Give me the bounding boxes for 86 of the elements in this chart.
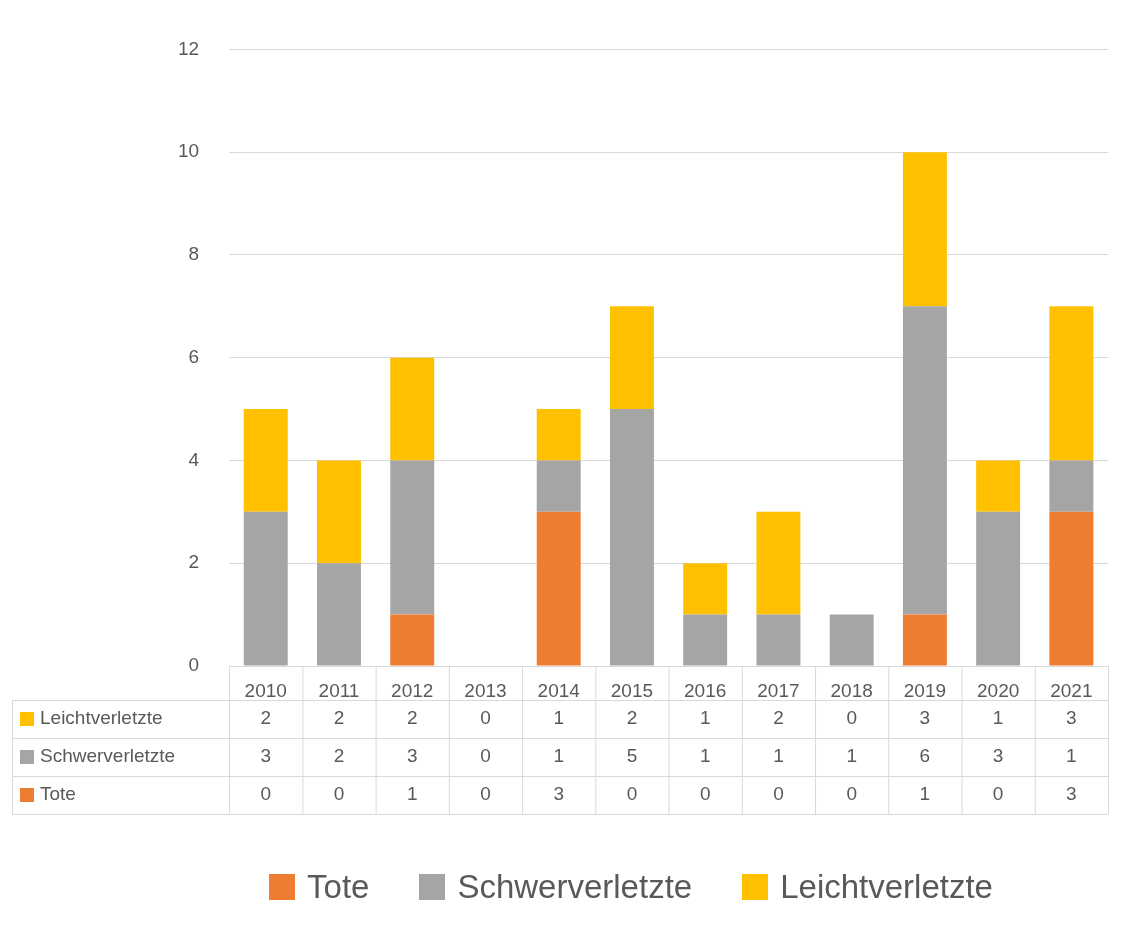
data-label: 1: [699, 745, 711, 767]
data-label: 1: [1066, 745, 1077, 767]
y-tick-label: 12: [177, 37, 200, 59]
data-label: 1: [992, 707, 1004, 729]
data-label: 0: [992, 783, 1004, 805]
y-tick-label: 6: [188, 345, 200, 367]
bar: [609, 306, 654, 410]
bar: [536, 511, 581, 666]
bar: [976, 511, 1021, 666]
data-label: 2: [626, 707, 638, 729]
x-tick-label: 2013: [464, 679, 507, 701]
x-tick-label: 2011: [318, 679, 360, 701]
bar: [536, 460, 581, 512]
bar: [756, 511, 801, 615]
data-label: 3: [1066, 707, 1077, 729]
bar: [902, 306, 947, 615]
data-label: 0: [480, 745, 491, 767]
data-label: 1: [553, 745, 564, 767]
y-tick-label: 4: [188, 448, 200, 470]
data-label: 1: [699, 707, 711, 729]
x-tick-label: 2019: [903, 679, 947, 701]
data-label: 0: [846, 707, 857, 729]
data-label: 0: [480, 707, 491, 729]
data-label: 1: [773, 745, 784, 767]
bar: [243, 409, 288, 512]
bar: [1049, 306, 1094, 461]
data-label: 3: [260, 745, 272, 767]
bar: [829, 614, 874, 666]
data-label: 0: [626, 783, 638, 805]
data-label: 0: [699, 783, 711, 805]
data-label: 0: [333, 783, 345, 805]
bar: [390, 460, 435, 615]
bar: [317, 563, 361, 666]
y-tick-label: 2: [188, 551, 200, 573]
legend-label: Schwerverletzte: [40, 745, 176, 767]
bar: [390, 357, 435, 461]
data-label: 0: [260, 783, 272, 805]
y-tick-label: 10: [177, 140, 200, 162]
data-label: 3: [919, 707, 931, 729]
data-label: 2: [333, 707, 345, 729]
bar: [902, 614, 947, 666]
data-label: 2: [406, 707, 418, 729]
x-tick-label: 2012: [391, 679, 434, 701]
bar: [1049, 460, 1094, 512]
text: Tote: [40, 783, 76, 805]
data-label: 1: [846, 745, 857, 767]
data-label: 1: [406, 783, 418, 805]
x-tick-label: 2017: [757, 679, 800, 701]
legend-label: Tote: [307, 868, 370, 906]
bar: [536, 409, 581, 461]
data-label: 2: [333, 745, 345, 767]
x-tick-label: 2018: [830, 679, 873, 701]
data-label: 1: [553, 707, 564, 729]
data-label: 0: [846, 783, 857, 805]
x-tick-label: 2016: [684, 679, 727, 701]
data-label: 3: [553, 783, 564, 805]
data-label: 6: [919, 745, 931, 767]
x-tick-label: 2020: [977, 679, 1020, 701]
bar: [902, 152, 947, 307]
bar: [976, 460, 1021, 512]
x-tick-label: 2010: [244, 679, 287, 701]
legend-label: Leichtverletzte: [40, 707, 163, 729]
data-label: 3: [406, 745, 418, 767]
x-tick-label: 2015: [610, 679, 654, 701]
bar: [609, 409, 654, 666]
bar: [243, 511, 288, 666]
bar: [683, 563, 728, 615]
bar: [317, 460, 361, 564]
data-label: 5: [626, 745, 638, 767]
text: Schwerverletzte: [457, 868, 693, 905]
x-tick-label: 2014: [537, 679, 581, 701]
y-tick-label: 8: [188, 243, 200, 265]
bar: [390, 614, 435, 666]
data-label: 3: [992, 745, 1004, 767]
data-label: 0: [773, 783, 784, 805]
data-label: 2: [773, 707, 784, 729]
text: Leichtverletzte: [780, 868, 993, 905]
data-label: 1: [919, 783, 931, 805]
data-label: 2: [260, 707, 272, 729]
data-label: 0: [480, 783, 491, 805]
data-label: 3: [1066, 783, 1077, 805]
x-tick-label: 2021: [1050, 679, 1093, 701]
y-tick-label: 0: [188, 654, 200, 676]
bar: [756, 614, 801, 666]
bar: [1049, 511, 1094, 666]
bar: [683, 614, 728, 666]
